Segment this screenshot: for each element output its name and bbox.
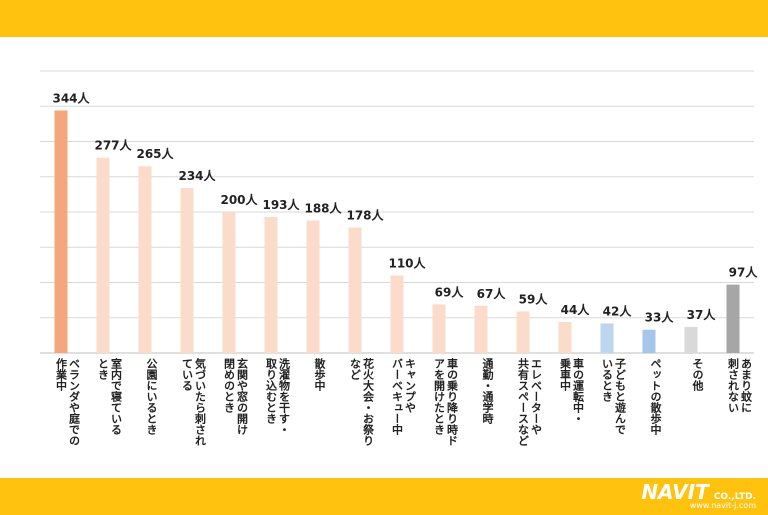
x-tick-label: 気づいたら刺され ている — [180, 358, 207, 446]
x-tick-label: 室内で寝ている とき — [96, 358, 123, 435]
value-label: 265人 — [136, 146, 174, 161]
value-label: 37人 — [687, 307, 717, 322]
value-label: 188人 — [304, 200, 342, 215]
brand-name: NAVIT — [641, 480, 709, 504]
x-tick-label: その他 — [691, 358, 704, 391]
value-label: 97人 — [729, 265, 759, 280]
bar — [348, 227, 362, 353]
x-tick-label: キャンプや バーベキュー中 — [390, 358, 417, 435]
bar — [474, 305, 488, 353]
bar — [600, 323, 614, 353]
value-label: 69人 — [435, 284, 465, 299]
logo: NAVIT CO.,LTD. www.navit-j.com — [641, 480, 756, 510]
bar — [180, 188, 194, 353]
bar — [96, 157, 110, 353]
bar — [642, 329, 656, 353]
value-label: 33人 — [645, 310, 675, 325]
bar — [432, 304, 446, 353]
bar — [54, 110, 68, 353]
value-label: 178人 — [346, 208, 384, 223]
value-label: 277人 — [94, 138, 132, 153]
bar — [390, 275, 404, 353]
brand-url: www.navit-j.com — [689, 501, 756, 510]
x-tick-label: 花火大会・お祭り など — [348, 358, 375, 446]
value-label: 59人 — [519, 291, 549, 306]
x-tick-label: 車の乗り降り時ド アを開けたとき — [432, 358, 459, 446]
value-label: 42人 — [603, 303, 633, 318]
x-tick-label: 公園にいるとき — [145, 358, 158, 435]
x-tick-label: あまり蚊に 刺されない — [726, 358, 753, 413]
value-label: 193人 — [262, 197, 300, 212]
bar — [726, 284, 740, 353]
bar — [264, 216, 278, 353]
x-tick-label: ペットの散歩中 — [649, 358, 662, 435]
value-label: 234人 — [178, 168, 216, 183]
bar — [684, 326, 698, 353]
bar — [558, 321, 572, 353]
brand-suffix: CO.,LTD. — [713, 492, 756, 502]
bar — [138, 166, 152, 353]
x-tick-label: 洗濯物を干す・ 取り込むとき — [264, 358, 291, 435]
x-tick-label: 車の運転中・ 乗車中 — [558, 358, 585, 424]
x-tick-label: ベランダや庭での 作業中 — [54, 358, 81, 446]
x-tick-label: エレベーターや 共有スペースなど — [516, 358, 543, 446]
value-label: 110人 — [388, 255, 426, 270]
value-label: 67人 — [477, 286, 507, 301]
bottom-band — [0, 478, 768, 515]
x-tick-label: 散歩中 — [313, 358, 326, 391]
value-label: 200人 — [220, 192, 258, 207]
x-tick-label: 通勤・通学時 — [481, 358, 494, 424]
x-tick-label: 子どもと遊んで いるとき — [600, 358, 627, 435]
value-label: 344人 — [52, 90, 90, 105]
x-tick-label: 玄関や窓の開け 閉めのとき — [222, 358, 249, 435]
top-band — [0, 0, 768, 37]
bar — [306, 220, 320, 353]
bar — [516, 311, 530, 353]
bar — [222, 212, 236, 353]
value-label: 44人 — [561, 302, 591, 317]
